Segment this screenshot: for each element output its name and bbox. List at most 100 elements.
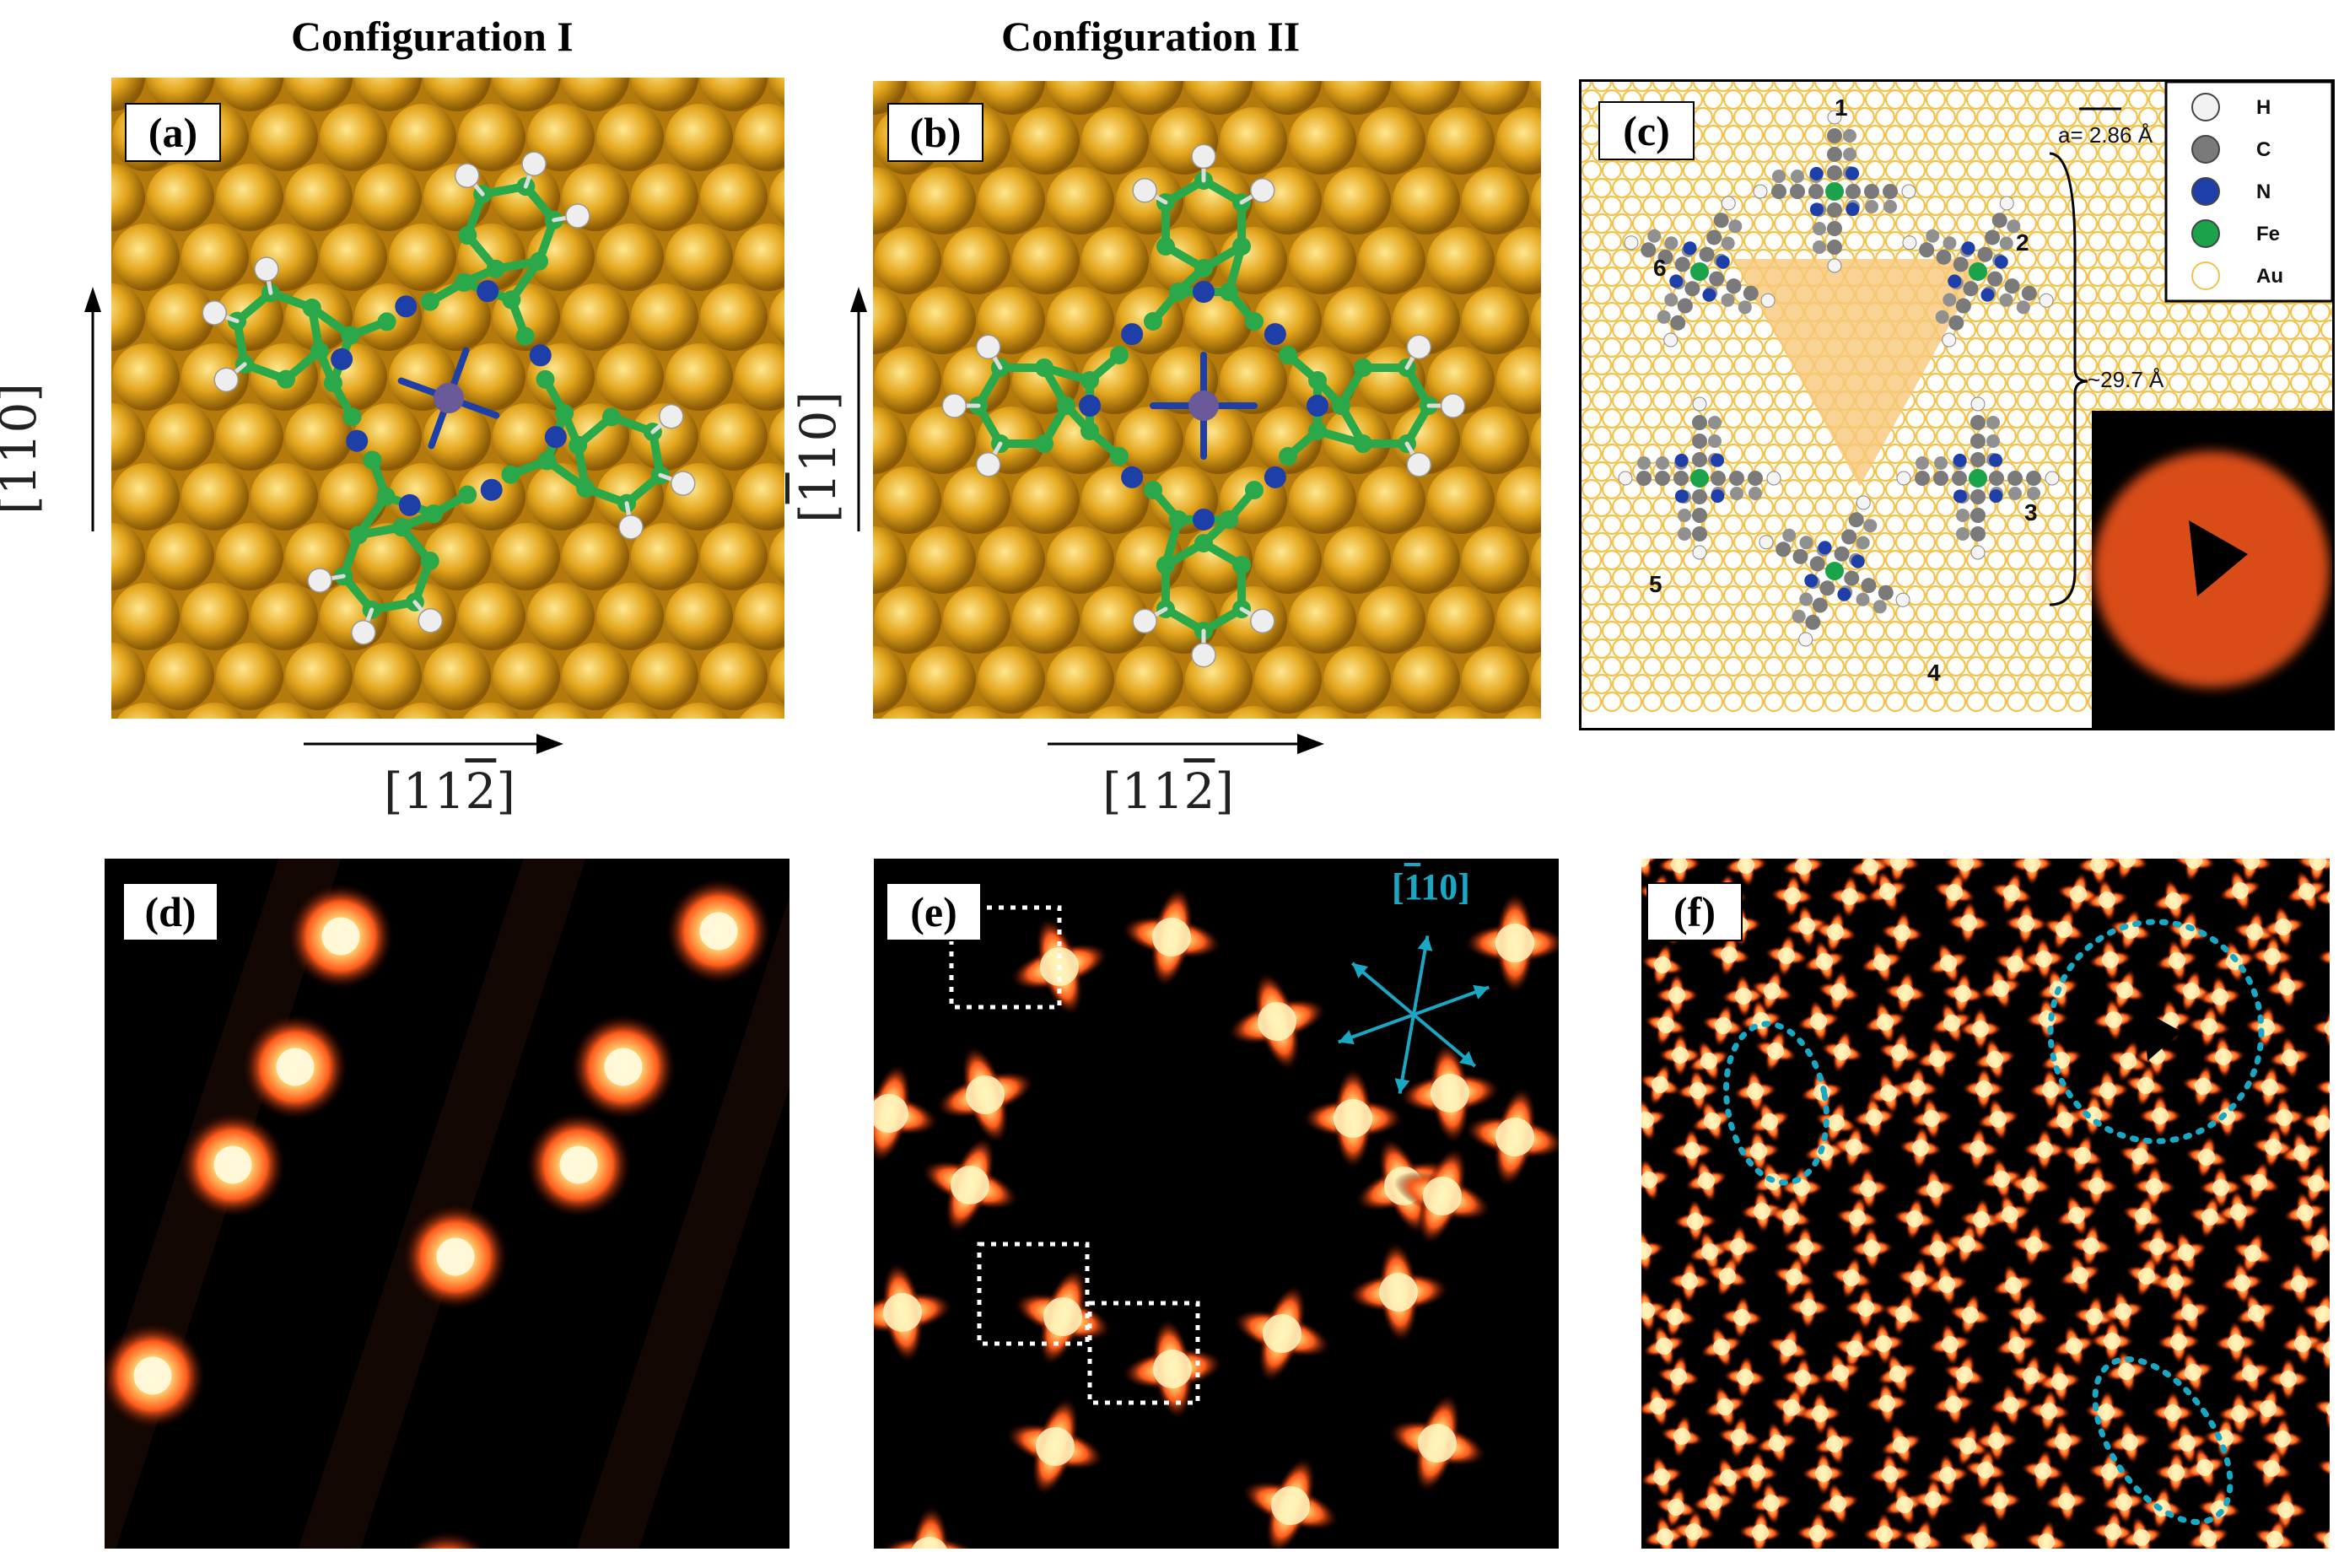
stm-molecule	[2265, 965, 2309, 1009]
stm-molecule	[1862, 1512, 1906, 1549]
stm-molecule	[2152, 879, 2196, 923]
stm-molecule	[2155, 939, 2199, 983]
gold-atom	[873, 81, 907, 115]
stm-molecule	[1737, 1129, 1781, 1173]
stm-molecule	[2004, 902, 2048, 946]
hydrogen-atom	[202, 300, 227, 326]
stm-molecule	[1956, 1127, 2000, 1171]
stm-molecule	[1991, 1264, 2035, 1307]
hydrogen-atom	[1250, 608, 1275, 634]
stm-molecule	[1964, 1448, 2007, 1492]
gold-atom	[735, 224, 784, 291]
fe-center	[1969, 469, 1987, 488]
stm-molecule	[1684, 1159, 1728, 1203]
gold-atom	[1496, 586, 1541, 654]
gold-atom	[1462, 526, 1529, 594]
stm-molecule	[2185, 1135, 2228, 1179]
gold-atom	[251, 224, 318, 291]
gold-atom	[216, 643, 283, 710]
stm-molecule	[1769, 1195, 1813, 1239]
gold-atom	[1323, 81, 1391, 115]
gold-atom	[527, 104, 595, 171]
horizontal-axis-arrow-a	[304, 734, 563, 754]
gold-atom	[1116, 646, 1183, 714]
stm-molecule	[2107, 1040, 2149, 1082]
stm-molecule	[1803, 1130, 1847, 1174]
stm-molecule	[1878, 1031, 1921, 1075]
hydrogen-atom	[213, 367, 239, 393]
stm-molecule	[1672, 1510, 1716, 1549]
stm-molecule	[1006, 1398, 1104, 1495]
gold-atom	[1358, 227, 1425, 294]
stm-molecule	[1722, 974, 1765, 1018]
stm-inset-cavity	[2189, 520, 2248, 596]
stm-molecule	[1980, 1157, 2023, 1201]
stm-molecule	[2277, 1262, 2321, 1306]
stm-molecule	[2254, 1518, 2296, 1549]
stm-molecule	[1703, 1385, 1747, 1429]
stm-molecule	[1657, 1355, 1700, 1398]
hydrogen-atom	[454, 163, 480, 188]
gold-atom	[873, 287, 907, 354]
stm-molecule	[2021, 1449, 2065, 1493]
gold-atom	[186, 703, 245, 719]
stm-molecule	[2187, 1517, 2229, 1549]
stm-molecule	[2187, 1005, 2231, 1048]
gold-atom	[493, 643, 560, 710]
stm-molecule	[1797, 1000, 1840, 1043]
stm-molecule	[1700, 1326, 1743, 1368]
stm-molecule	[1121, 886, 1222, 988]
stm-molecule	[1723, 1355, 1767, 1399]
gold-atom	[112, 224, 180, 291]
gold-atom	[1047, 167, 1114, 234]
gold-atom	[1393, 81, 1460, 115]
gold-atom	[1358, 586, 1425, 654]
gold-atom	[111, 78, 145, 111]
stm-molecule	[1673, 1199, 1717, 1243]
panel-a-model	[111, 78, 784, 719]
vertical-axis-label-a: [110]	[0, 383, 47, 515]
stm-molecule	[1880, 1424, 1922, 1466]
stm-molecule	[2197, 1487, 2241, 1531]
adsorption-model-config-1	[111, 78, 784, 719]
stm-molecule	[2172, 859, 2216, 882]
gold-atom	[1393, 646, 1460, 714]
gold-atom	[147, 643, 214, 710]
gold-atom	[112, 583, 180, 650]
gold-atom	[354, 643, 422, 710]
stm-molecule	[1895, 1066, 1939, 1110]
gold-atom	[735, 583, 784, 650]
gold-atom	[735, 343, 784, 411]
gold-atom	[700, 78, 768, 111]
gold-atom	[181, 463, 249, 531]
gold-atom	[1427, 466, 1495, 534]
stm-molecule	[1464, 892, 1559, 994]
gold-atom	[631, 523, 698, 590]
hydrogen-atom	[1406, 334, 1432, 359]
stm-molecule	[1767, 1327, 1809, 1369]
stm-molecule	[2052, 1324, 2096, 1368]
stm-molecule	[2260, 1417, 2304, 1461]
gold-atom	[181, 583, 249, 650]
stm-molecule	[2261, 905, 2305, 949]
gold-atom	[769, 288, 784, 346]
stm-molecule	[1755, 1421, 1799, 1465]
gold-atom	[458, 104, 525, 171]
gold-atom	[1427, 586, 1495, 654]
gold-atom	[147, 78, 214, 111]
gold-atom	[389, 104, 456, 171]
stm-molecule	[1913, 1167, 1957, 1211]
stm-molecule	[1958, 1519, 2002, 1549]
stm-molecule	[1464, 1086, 1559, 1188]
gold-atom	[1254, 81, 1322, 115]
gold-atom	[1358, 107, 1425, 175]
gold-atom	[493, 78, 560, 111]
stm-molecule	[1781, 859, 1825, 888]
stm-molecule	[1227, 972, 1327, 1071]
stm-molecule	[1641, 1384, 1680, 1428]
stm-molecule	[2168, 1291, 2212, 1334]
stm-molecule	[1720, 1296, 1764, 1339]
gold-atom	[1393, 287, 1460, 354]
gold-atom	[943, 586, 1010, 654]
nitrogen-atom	[1121, 466, 1144, 488]
